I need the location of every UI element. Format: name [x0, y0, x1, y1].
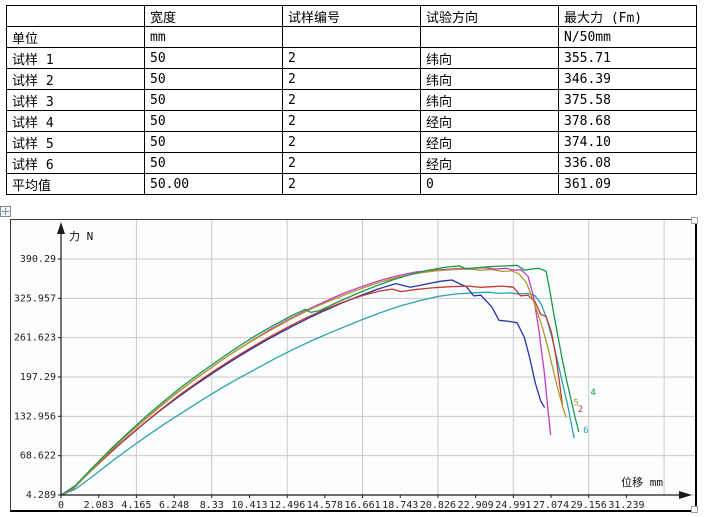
series-end-label-4: 4	[590, 388, 595, 398]
table-row: 试样 3 50 2 纬向 375.58	[6, 89, 697, 111]
table-cell: 2	[282, 131, 421, 153]
table-cell: 50	[144, 47, 283, 69]
table-cell: 经向	[420, 152, 559, 174]
series-end-label-5: 5	[573, 398, 578, 408]
table-row: 试样 2 50 2 纬向 346.39	[6, 68, 697, 90]
y-tick-label: 4.289	[26, 490, 56, 501]
series-line-4	[60, 264, 580, 496]
y-tick-label: 197.29	[20, 372, 56, 383]
force-displacement-chart[interactable]: 6 2 5 4 0 2.083 4.165 6.248 8.33 10.413 12.496 14.5…	[10, 217, 698, 513]
table-cell: 平均值	[6, 173, 145, 195]
table-cell: 355.71	[558, 47, 697, 69]
x-tick-label: 27.074	[533, 500, 569, 510]
y-tick-label: 68.622	[20, 451, 56, 462]
table-cell: 2	[282, 110, 421, 132]
table-cell: 375.58	[558, 89, 697, 111]
table-cell: mm	[144, 26, 283, 48]
x-tick-label: 0	[58, 500, 64, 510]
table-cell: 50.00	[144, 173, 283, 195]
table-cell: 50	[144, 68, 283, 90]
table-cell: 纬向	[420, 89, 559, 111]
resize-handle[interactable]	[691, 506, 698, 513]
y-axis-title: 力 N	[69, 230, 93, 243]
series-end-label-2: 2	[578, 405, 583, 415]
table-row: 试样 1 50 2 纬向 355.71	[6, 47, 697, 69]
table-cell: 336.08	[558, 152, 697, 174]
x-tick-label: 14.578	[307, 500, 343, 510]
table-cell	[282, 26, 421, 48]
x-tick-label: 24.991	[495, 500, 531, 510]
move-anchor-icon[interactable]	[0, 206, 11, 217]
table-cell: 2	[282, 89, 421, 111]
results-table-body: 单位 mm N/50mm 试样 1 50 2 纬向 355.71 试样 2 50 2 纬向 346.39…	[6, 26, 697, 195]
table-cell	[420, 26, 559, 48]
x-tick-label: 16.661	[345, 500, 381, 510]
table-cell: 2	[282, 152, 421, 174]
column-header: 试样编号	[282, 5, 421, 27]
table-cell: 346.39	[558, 68, 697, 90]
x-tick-label: 31.239	[608, 500, 644, 510]
table-cell: 经向	[420, 131, 559, 153]
x-tick-label: 20.826	[420, 500, 456, 510]
table-header-row: 宽度 试样编号 试验方向 最大力 (Fm)	[6, 5, 697, 27]
table-cell: 单位	[6, 26, 145, 48]
x-tick-label: 12.496	[269, 500, 305, 510]
y-tick-label: 325.957	[14, 293, 56, 304]
x-tick-label: 10.413	[231, 500, 267, 510]
y-tick-label: 390.29	[20, 254, 56, 265]
table-cell: 50	[144, 152, 283, 174]
results-table-head: 宽度 试样编号 试验方向 最大力 (Fm)	[6, 5, 697, 27]
table-row: 试样 5 50 2 经向 374.10	[6, 131, 697, 153]
table-cell: 0	[420, 173, 559, 195]
table-cell: 374.10	[558, 131, 697, 153]
column-header: 试验方向	[420, 5, 559, 27]
table-cell: 试样 6	[6, 152, 145, 174]
results-table[interactable]: 宽度 试样编号 试验方向 最大力 (Fm) 单位 mm N/50mm 试样 1 50 2 纬向 35…	[6, 5, 697, 195]
table-row: 平均值 50.00 2 0 361.09	[6, 173, 697, 195]
table-cell: 纬向	[420, 68, 559, 90]
table-cell: 2	[282, 68, 421, 90]
table-cell: 50	[144, 89, 283, 111]
table-cell: 50	[144, 110, 283, 132]
table-cell: 试样 5	[6, 131, 145, 153]
column-header: 宽度	[144, 5, 283, 27]
series-line-3	[60, 267, 552, 496]
table-cell: 50	[144, 131, 283, 153]
x-tick-label: 2.083	[84, 500, 114, 510]
series-line-6	[60, 291, 575, 496]
table-cell: 试样 4	[6, 110, 145, 132]
chart-canvas: 6 25 4 0 2.083 4.165 6.248 8.33 10.413 12.496 14.5…	[14, 220, 695, 510]
table-row: 试样 6 50 2 经向 336.08	[6, 152, 697, 174]
series-end-label-6: 6	[583, 426, 588, 436]
x-axis-title: 位移 mm	[621, 475, 663, 489]
x-tick-label: 18.743	[382, 500, 418, 510]
column-header	[6, 5, 145, 27]
x-tick-label: 4.165	[121, 500, 151, 510]
table-cell: 试样 2	[6, 68, 145, 90]
x-axis-arrow-icon	[679, 491, 692, 499]
x-tick-label: 8.33	[200, 500, 224, 510]
resize-handle[interactable]	[691, 217, 698, 224]
x-tick-label: 29.156	[571, 500, 607, 510]
y-tick-label: 132.956	[14, 411, 56, 422]
x-tick-label: 22.909	[458, 500, 494, 510]
table-cell: 试样 3	[6, 89, 145, 111]
series-line-5	[60, 268, 567, 496]
column-header: 最大力 (Fm)	[558, 5, 697, 27]
y-axis-arrow-icon	[57, 222, 65, 234]
table-cell: 2	[282, 173, 421, 195]
table-cell: N/50mm	[558, 26, 697, 48]
x-tick-label: 6.248	[159, 500, 189, 510]
table-cell: 纬向	[420, 47, 559, 69]
table-cell: 经向	[420, 110, 559, 132]
table-row: 试样 4 50 2 经向 378.68	[6, 110, 697, 132]
table-cell: 361.09	[558, 173, 697, 195]
table-cell: 2	[282, 47, 421, 69]
table-cell: 试样 1	[6, 47, 145, 69]
table-cell: 378.68	[558, 110, 697, 132]
y-tick-label: 261.623	[14, 333, 56, 344]
table-row: 单位 mm N/50mm	[6, 26, 697, 48]
